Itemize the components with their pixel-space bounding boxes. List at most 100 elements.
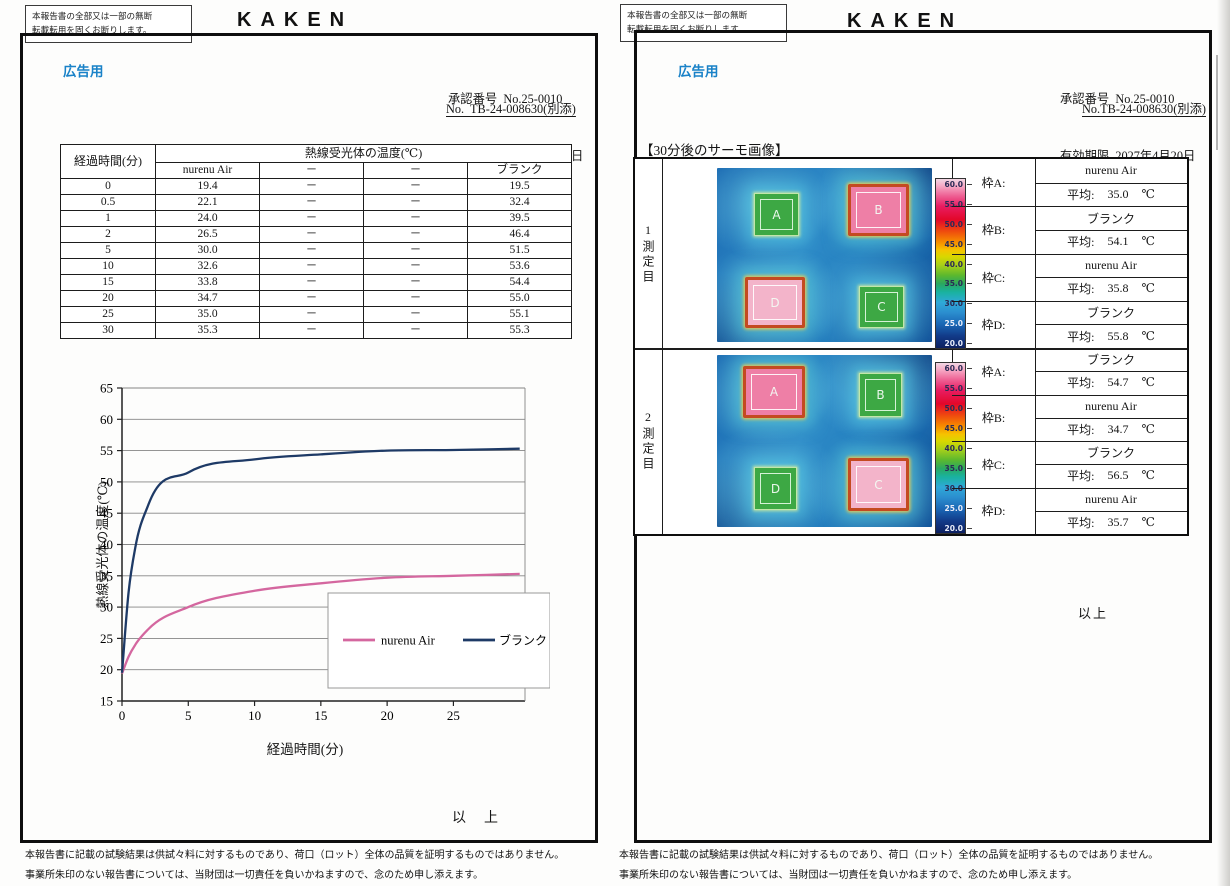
scale-tick bbox=[967, 184, 972, 185]
col-header-elapsed: 経過時間(分) bbox=[60, 144, 156, 179]
svg-text:ブランク: ブランク bbox=[499, 633, 547, 648]
table-row: 2 26.5 －－ 46.4 bbox=[60, 226, 573, 243]
thermo-table: 1測定目 A B D C 60.0 55.0 50.0 45.0 40.0 35.0 30.0 25.0… bbox=[633, 157, 1189, 536]
footer-line-2-left: 事業所朱印のない報告書については、当財団は一切責任を負いかねますので、念のため申… bbox=[25, 870, 484, 881]
thermal-image: A B D C bbox=[717, 168, 932, 342]
average-label: 平均: bbox=[1067, 376, 1095, 391]
sample-square-C: C bbox=[859, 286, 904, 328]
table-row: 1 24.0 －－ 39.5 bbox=[60, 210, 573, 227]
frame-average-row: 平均: 34.7 ℃ bbox=[1035, 418, 1187, 441]
thermal-image: A B D C bbox=[717, 355, 932, 527]
square-label: C bbox=[877, 300, 886, 314]
subheader-blank: ブランク bbox=[466, 162, 573, 179]
scale-tick-label: 30.0 bbox=[944, 484, 963, 493]
temperature-unit: ℃ bbox=[1141, 375, 1155, 390]
table-cell: 30 bbox=[60, 322, 156, 339]
frame-label: 枠D: bbox=[981, 504, 1006, 519]
table-cell: － bbox=[259, 274, 364, 291]
average-label: 平均: bbox=[1067, 422, 1095, 437]
scale-tick-label: 55.0 bbox=[944, 384, 963, 393]
left-report-frame bbox=[20, 33, 598, 843]
table-cell: － bbox=[363, 306, 468, 323]
scale-tick-label: 25.0 bbox=[944, 504, 963, 513]
sample-square-D: D bbox=[745, 277, 805, 328]
frame-sample-name: ブランク bbox=[1086, 211, 1135, 226]
svg-text:5: 5 bbox=[185, 708, 192, 723]
scale-tick-label: 50.0 bbox=[944, 219, 963, 229]
average-value: 54.1 bbox=[1107, 234, 1129, 249]
svg-text:35: 35 bbox=[100, 568, 113, 583]
report-number-left: No. TB-24-008630(別添) bbox=[446, 102, 576, 116]
sample-square-A: A bbox=[754, 193, 799, 236]
table-grid-line bbox=[1035, 464, 1187, 466]
notice-line-1: 本報告書の全部又は一部の無断 bbox=[32, 11, 153, 21]
table-cell: － bbox=[259, 290, 364, 307]
scale-tick bbox=[967, 368, 972, 369]
scale-tick-label: 45.0 bbox=[944, 424, 963, 433]
scale-tick bbox=[967, 303, 972, 305]
scale-tick-label: 35.0 bbox=[944, 464, 963, 473]
scale-tick bbox=[967, 448, 972, 449]
scale-tick-label: 60.0 bbox=[944, 180, 963, 189]
footer-line-2-right: 事業所朱印のない報告書については、当財団は一切責任を負いかねますので、念のため申… bbox=[619, 870, 1078, 881]
kaken-logo-left: KAKEN bbox=[237, 9, 354, 31]
frame-average-row: 平均: 55.8 ℃ bbox=[1035, 324, 1187, 348]
table-cell: － bbox=[259, 306, 364, 323]
table-cell: 20 bbox=[60, 290, 156, 307]
table-row: 10 32.6 －－ 53.6 bbox=[60, 258, 573, 275]
chart-x-axis-label: 経過時間(分) bbox=[266, 742, 344, 757]
table-cell: － bbox=[363, 210, 468, 227]
frame-average-row: 平均: 35.0 ℃ bbox=[1035, 183, 1187, 207]
measurement-row-label: 2測定目 bbox=[641, 410, 655, 472]
temperature-unit: ℃ bbox=[1141, 234, 1155, 249]
thermo-section-title: 【30分後のサーモ画像】 bbox=[640, 143, 789, 158]
table-grid-line bbox=[952, 300, 1187, 302]
scale-tick-label: 55.0 bbox=[944, 199, 963, 209]
scale-tick bbox=[967, 508, 972, 509]
frame-label: 枠C: bbox=[981, 457, 1006, 472]
sample-square-A: A bbox=[743, 366, 805, 418]
table-cell: 0.5 bbox=[60, 194, 156, 211]
table-grid-line bbox=[1035, 371, 1187, 373]
average-label: 平均: bbox=[1067, 282, 1095, 297]
table-cell: 55.0 bbox=[466, 290, 573, 307]
svg-text:25: 25 bbox=[447, 708, 460, 723]
average-value: 35.7 bbox=[1107, 514, 1129, 529]
measurement-row-label: 1測定目 bbox=[641, 222, 655, 285]
table-cell: － bbox=[259, 322, 364, 339]
scale-tick bbox=[967, 428, 972, 429]
table-grid-line bbox=[1035, 277, 1187, 279]
scale-tick-label: 50.0 bbox=[944, 404, 963, 413]
footer-line-1-right: 本報告書に記載の試験結果は供試々料に対するものであり、荷口（ロット）全体の品質を… bbox=[619, 850, 1159, 861]
thermal-color-scale: 60.0 55.0 50.0 45.0 40.0 35.0 30.0 25.0 20.0 bbox=[935, 362, 972, 534]
square-label: A bbox=[769, 385, 779, 399]
table-grid-line bbox=[952, 441, 1187, 442]
average-value: 34.7 bbox=[1107, 421, 1129, 436]
table-cell: 54.4 bbox=[466, 274, 573, 291]
scale-tick bbox=[967, 343, 972, 344]
table-cell: 33.8 bbox=[155, 274, 260, 291]
svg-text:25: 25 bbox=[100, 631, 113, 646]
frame-average-row: 平均: 35.7 ℃ bbox=[1035, 511, 1187, 534]
svg-text:40: 40 bbox=[100, 537, 113, 552]
average-value: 54.7 bbox=[1107, 375, 1129, 390]
frame-label: 枠A: bbox=[981, 364, 1006, 379]
notice-line-1: 本報告書の全部又は一部の無断 bbox=[627, 10, 748, 20]
table-grid-line bbox=[662, 159, 663, 534]
scan-mark bbox=[1216, 55, 1218, 150]
table-cell: － bbox=[363, 242, 468, 259]
temperature-unit: ℃ bbox=[1141, 328, 1155, 343]
table-row: 30 35.3 －－ 55.3 bbox=[60, 322, 573, 339]
svg-text:20: 20 bbox=[100, 662, 113, 677]
table-cell: 46.4 bbox=[466, 226, 573, 243]
table-cell: 35.0 bbox=[155, 306, 260, 323]
frame-sample-name: nurenu Air bbox=[1085, 491, 1137, 506]
table-cell: － bbox=[259, 194, 364, 211]
average-value: 56.5 bbox=[1107, 468, 1129, 483]
frame-sample-name: nurenu Air bbox=[1085, 257, 1137, 272]
scale-tick-label: 25.0 bbox=[944, 319, 963, 329]
average-label: 平均: bbox=[1067, 329, 1095, 344]
table-cell: － bbox=[363, 258, 468, 275]
table-grid-line bbox=[1035, 229, 1187, 231]
